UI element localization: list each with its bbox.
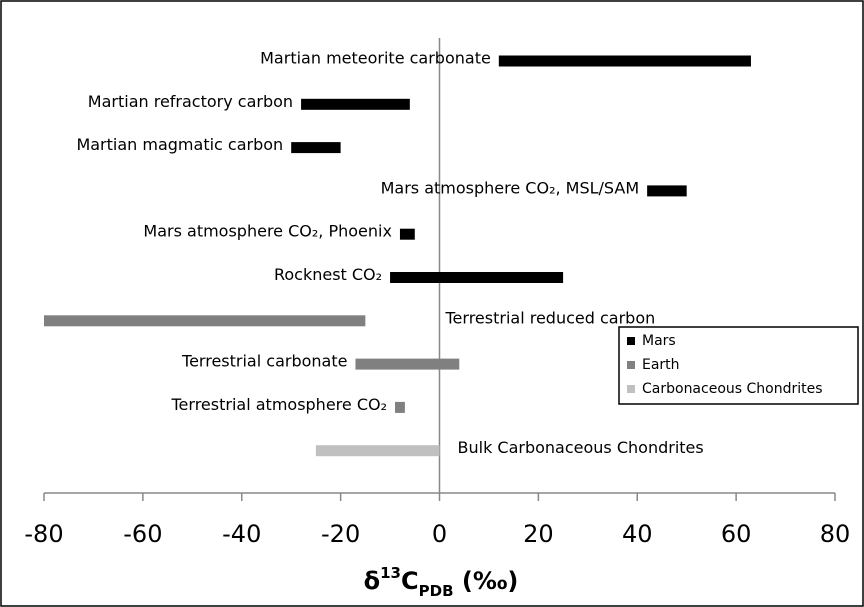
bar-label: Rocknest CO₂ [274,265,382,284]
legend-label: Earth [642,357,680,373]
legend-label: Mars [642,333,676,349]
x-axis-label: δ13CPDB (‰) [364,564,519,600]
x-tick-label: 80 [820,520,851,548]
bar-label: Bulk Carbonaceous Chondrites [458,438,704,457]
range-bar [355,358,460,370]
bar-label: Terrestrial reduced carbon [445,308,656,327]
bar-label: Mars atmosphere CO₂, MSL/SAM [381,178,640,197]
legend-box [618,326,859,405]
x-label-part: C [401,567,419,595]
x-tick-label: -60 [123,520,162,548]
bar-label: Martian refractory carbon [88,92,293,111]
legend-label: Carbonaceous Chondrites [642,381,823,397]
x-tick-label: 20 [523,520,554,548]
range-bar [301,98,410,110]
range-bar [498,55,751,67]
x-tick-label: -20 [321,520,360,548]
x-tick-label: -40 [222,520,261,548]
legend-swatch [627,385,635,393]
bar-label: Martian magmatic carbon [76,135,283,154]
x-label-part: δ [364,567,381,595]
range-bar [390,272,564,283]
x-label-part: PDB [419,582,454,600]
range-bar [44,315,366,327]
x-label-part: (‰) [454,567,519,595]
range-bar [647,185,687,197]
range-bar [395,401,405,413]
x-label-part: 13 [380,564,401,582]
bar-label: Mars atmosphere CO₂, Phoenix [143,222,392,241]
legend-swatch [627,361,635,369]
bar-label: Terrestrial carbonate [181,352,347,371]
bar-label: Martian meteorite carbonate [260,49,491,68]
legend-swatch [627,337,635,345]
range-bar [291,142,341,154]
x-tick-label: 0 [432,520,447,548]
x-tick-label: -80 [24,520,63,548]
x-tick-label: 60 [721,520,752,548]
range-bar [315,445,440,457]
bar-label: Terrestrial atmosphere CO₂ [171,395,388,414]
range-bar [399,228,415,240]
x-tick-label: 40 [622,520,653,548]
